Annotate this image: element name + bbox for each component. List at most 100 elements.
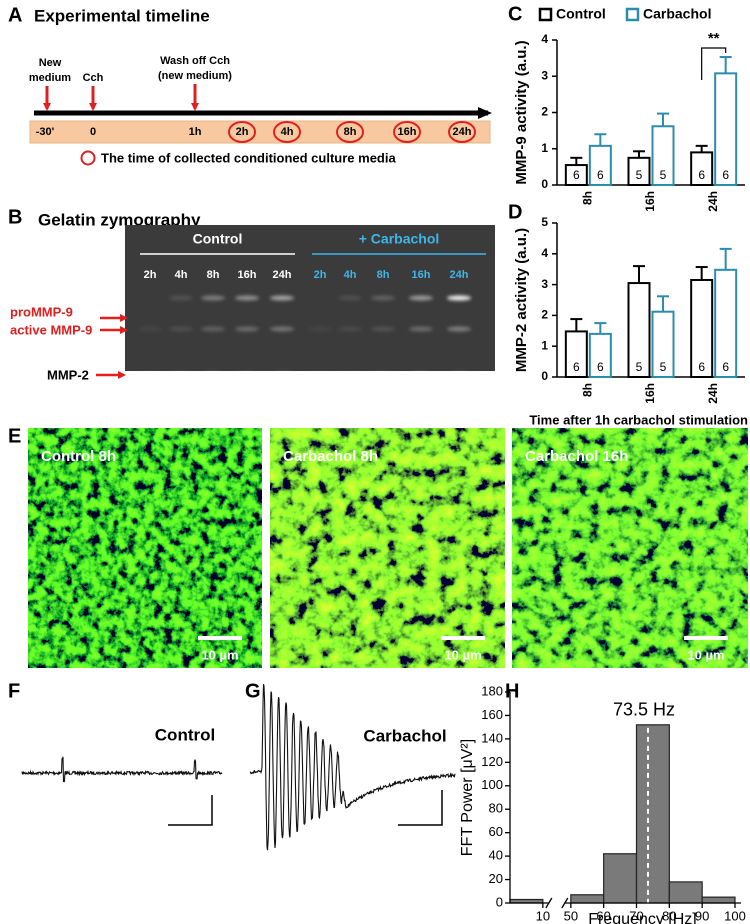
bar	[588, 332, 612, 379]
y-tick-label: 1	[541, 338, 548, 352]
timepoint-label: 16h	[398, 126, 417, 138]
x-tick-label: 10	[536, 908, 550, 923]
timepoint-label: 4h	[281, 126, 294, 138]
gel-band	[138, 326, 162, 332]
y-tick-label: 180	[481, 683, 503, 698]
timepoint-label: 8h	[344, 126, 357, 138]
axis-break	[545, 897, 553, 909]
gel-band	[167, 373, 195, 381]
bar	[627, 282, 651, 378]
timeline-band	[29, 120, 491, 144]
lane-label: 4h	[344, 269, 357, 281]
panel-label: B	[8, 206, 22, 228]
x-tick-label: 70	[629, 908, 643, 923]
panel-label: C	[508, 3, 522, 25]
gel-band	[336, 373, 364, 381]
n-label: 6	[597, 168, 604, 182]
y-tick-label: 4	[541, 32, 548, 46]
y-tick-label: 140	[481, 730, 503, 745]
y-tick-label: 20	[489, 871, 503, 886]
x-tick-label: 50	[564, 908, 578, 923]
bar	[627, 156, 651, 186]
gel-band	[233, 373, 261, 381]
panel-label: D	[508, 201, 522, 223]
y-axis-title: FFT Power [μV²]	[459, 739, 476, 856]
gel-band	[136, 373, 164, 381]
histogram-bar	[570, 894, 605, 904]
histogram-bar	[701, 896, 736, 904]
legend-circle	[80, 150, 96, 166]
y-tick-label: 5	[541, 215, 548, 229]
image-caption: Carbachol 8h	[283, 448, 378, 465]
timepoint-label: 0	[90, 126, 96, 138]
gel-band	[268, 373, 296, 381]
scale-label: 10 µm	[687, 647, 724, 662]
bar	[714, 268, 738, 379]
event-label: (new medium)	[158, 70, 232, 82]
collection-circle	[393, 121, 421, 143]
gel-band	[169, 326, 193, 332]
voltage-trace	[249, 683, 456, 851]
lane-label: 24h	[450, 269, 469, 281]
significance-bracket	[701, 47, 727, 80]
peak-label: 73.5 Hz	[613, 700, 675, 720]
micrograph	[270, 428, 505, 668]
y-tick-label: 0	[541, 369, 548, 383]
x-tick-label: 16h	[643, 383, 657, 404]
gel-band	[447, 295, 471, 301]
x-tick-label: 24h	[706, 191, 720, 212]
histogram-bar	[635, 724, 670, 904]
panel-title: Gelatin zymography	[38, 210, 201, 229]
x-tick-label: 8h	[581, 191, 595, 205]
x-axis-title: Frequency [Hz]	[588, 911, 696, 924]
x-axis-title: Time after 1h carbachol stimulation	[529, 412, 748, 427]
axis-break	[561, 897, 569, 909]
y-tick-label: 1	[541, 141, 548, 155]
gel-bands	[136, 295, 473, 381]
histogram-bar	[668, 881, 703, 904]
n-label: 6	[573, 168, 580, 182]
timepoint-label: 1h	[189, 126, 202, 138]
scale-bar	[168, 795, 213, 826]
lane-label: 4h	[175, 269, 188, 281]
y-tick-label: 4	[541, 246, 548, 260]
gel-band	[199, 373, 227, 381]
gel-band	[235, 326, 259, 332]
n-label: 5	[636, 360, 643, 374]
event-label: New	[39, 57, 62, 69]
gel-band	[371, 295, 395, 301]
lane-label: 8h	[207, 269, 220, 281]
bar	[564, 330, 588, 378]
n-label: 6	[597, 360, 604, 374]
band-label: MMP-2	[47, 367, 89, 382]
gel-band	[338, 295, 362, 301]
lane-label: 8h	[377, 269, 390, 281]
group-label: + Carbachol	[359, 231, 440, 247]
trace-caption: Control	[155, 725, 215, 744]
gel-band	[409, 295, 433, 301]
legend-swatch	[538, 7, 553, 22]
n-label: 6	[722, 360, 729, 374]
legend-swatch	[625, 7, 640, 22]
gel-band	[201, 326, 225, 332]
y-tick-label: 0	[541, 177, 548, 191]
legend-text: The time of collected conditioned cultur…	[101, 150, 396, 165]
bar	[690, 278, 714, 379]
x-tick-label: 24h	[706, 383, 720, 404]
gel-band	[338, 326, 362, 332]
voltage-trace	[21, 756, 223, 783]
n-label: 5	[636, 168, 643, 182]
lane-label: 2h	[314, 269, 327, 281]
y-tick-label: 80	[489, 801, 503, 816]
panel-label: A	[8, 4, 22, 26]
micrograph	[512, 428, 748, 668]
significance-label: **	[708, 30, 720, 47]
legend-label: Control	[556, 6, 606, 22]
gel-band	[306, 373, 334, 381]
gel-band	[369, 373, 397, 381]
bar	[588, 144, 612, 187]
y-tick-label: 2	[541, 308, 548, 322]
panel-label: F	[8, 680, 20, 702]
